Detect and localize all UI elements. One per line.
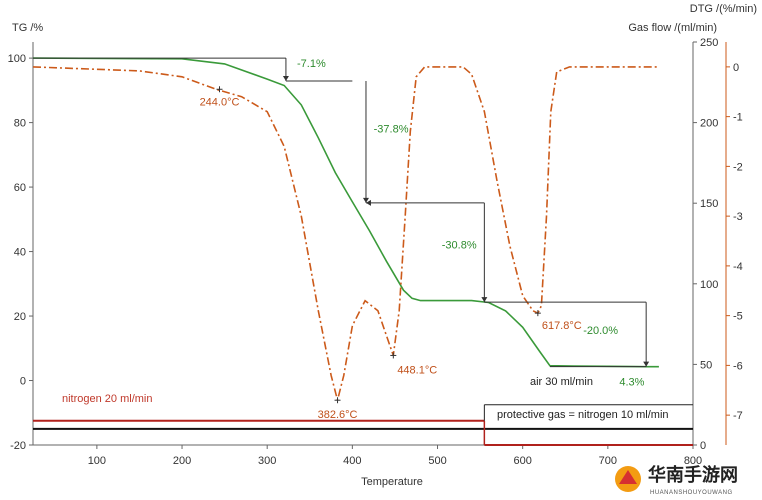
flow-tick-label: 250 — [700, 37, 718, 49]
watermark: 华南手游网 HUANANSHOUYOUWANG — [615, 464, 738, 496]
legend-protective: protective gas = nitrogen 10 ml/min — [497, 409, 669, 421]
x-tick-label: 700 — [599, 455, 617, 467]
step4-arrow-head — [643, 361, 650, 367]
dtg-tick-label: -3 — [733, 211, 743, 223]
x-tick-label: 500 — [428, 455, 446, 467]
step2-arrow-head — [362, 197, 369, 203]
right-axis-title-dtg: DTG /(%/min) — [690, 3, 757, 15]
right-axis-title-flow: Gas flow /(ml/min) — [628, 22, 717, 34]
step4-label: -20.0% — [583, 325, 618, 337]
x-axis-title: Temperature — [361, 476, 423, 488]
data-series — [32, 57, 693, 446]
flow-tick-label: 200 — [700, 118, 718, 130]
peak3-label: 448.1°C — [397, 364, 437, 376]
step-annotations: -7.1% -37.8% -30.8% -20.0% 4.3% 244.0°C 382.6°… — [33, 57, 650, 421]
watermark-subtitle: HUANANSHOUYOUWANG — [650, 490, 733, 496]
legend-nitrogen: nitrogen 20 ml/min — [62, 393, 153, 405]
flow-tick-label: 100 — [700, 279, 718, 291]
left-tick-label: 60 — [14, 182, 26, 194]
flow-tick-label: 0 — [700, 440, 706, 452]
left-tick-label: 20 — [14, 311, 26, 323]
step2-label: -37.8% — [374, 123, 409, 135]
left-tick-label: 40 — [14, 247, 26, 259]
series-tg — [32, 57, 659, 368]
step3-arrow-head — [481, 297, 488, 303]
dtg-tick-label: -2 — [733, 161, 743, 173]
left-tick-label: 80 — [14, 118, 26, 130]
dtg-tick-label: -5 — [733, 311, 743, 323]
step3-ref-line-head — [365, 199, 371, 206]
step1-label: -7.1% — [297, 58, 326, 70]
left-tick-label: 100 — [8, 53, 26, 65]
legend-air: air 30 ml/min — [530, 376, 593, 388]
x-tick-label: 200 — [173, 455, 191, 467]
dtg-tick-label: -6 — [733, 360, 743, 372]
dtg-tick-label: -7 — [733, 410, 743, 422]
flow-tick-label: 150 — [700, 198, 718, 210]
x-tick-label: 100 — [88, 455, 106, 467]
flow-tick-label: 50 — [700, 359, 712, 371]
left-tick-label: 0 — [20, 376, 26, 388]
x-tick-label: 300 — [258, 455, 276, 467]
step1-arrow-head — [282, 76, 289, 82]
step3-label: -30.8% — [442, 239, 477, 251]
dtg-tick-label: -4 — [733, 261, 743, 273]
x-tick-label: 600 — [513, 455, 531, 467]
peak1-label: 244.0°C — [200, 96, 240, 108]
dtg-tick-label: -1 — [733, 112, 743, 124]
watermark-title: 华南手游网 — [648, 464, 738, 485]
left-axis-title: TG /% — [12, 22, 43, 34]
watermark-logo-mark — [619, 470, 637, 484]
peak2-label: 382.6°C — [318, 409, 358, 421]
series-dtg — [32, 66, 659, 401]
x-tick-label: 400 — [343, 455, 361, 467]
peak4-label: 617.8°C — [542, 320, 582, 332]
x-tick-label: 800 — [684, 455, 702, 467]
left-tick-label: -20 — [10, 440, 26, 452]
residue-label: 4.3% — [619, 376, 644, 388]
dtg-tick-label: 0 — [733, 62, 739, 74]
